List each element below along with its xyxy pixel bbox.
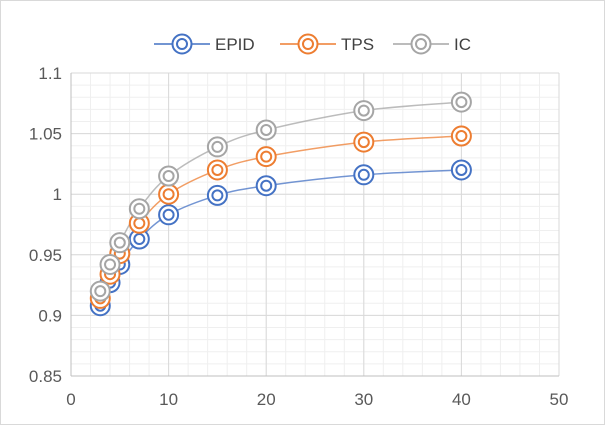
series-line-tps bbox=[99, 135, 462, 299]
data-point-epid bbox=[450, 159, 472, 181]
data-point-epid-inner bbox=[133, 233, 146, 246]
x-tick-label: 30 bbox=[354, 390, 373, 409]
x-tick-label: 20 bbox=[257, 390, 276, 409]
data-point-ic bbox=[99, 253, 121, 275]
data-point-epid bbox=[353, 164, 375, 186]
legend-label-tps: TPS bbox=[341, 35, 374, 54]
data-point-ic-inner bbox=[455, 96, 468, 109]
y-tick-label: 1.1 bbox=[38, 64, 62, 83]
data-point-epid bbox=[128, 228, 150, 250]
data-point-tps-outer bbox=[450, 125, 472, 147]
data-point-ic-outer bbox=[158, 165, 180, 187]
data-point-epid-outer bbox=[255, 175, 277, 197]
data-point-ic bbox=[353, 100, 375, 122]
x-tick-label: 40 bbox=[452, 390, 471, 409]
data-point-ic-outer bbox=[353, 100, 375, 122]
legend-marker-tps bbox=[297, 33, 319, 55]
y-tick-label: 0.85 bbox=[29, 367, 62, 386]
data-point-ic-outer bbox=[450, 91, 472, 113]
x-tick-label: 50 bbox=[550, 390, 569, 409]
data-point-ic bbox=[206, 136, 228, 158]
data-point-ic bbox=[255, 119, 277, 141]
x-tick-label: 10 bbox=[159, 390, 178, 409]
legend-marker-tps-outer bbox=[297, 33, 319, 55]
data-point-ic-outer bbox=[99, 253, 121, 275]
series-line-ic bbox=[99, 101, 462, 292]
data-point-tps-outer bbox=[158, 183, 180, 205]
legend-item-epid: EPID bbox=[154, 33, 255, 55]
data-point-ic-inner bbox=[104, 258, 117, 271]
data-point-ic-inner bbox=[260, 123, 273, 136]
legend-marker-tps-inner bbox=[302, 38, 314, 50]
data-point-tps-outer bbox=[255, 146, 277, 168]
legend-item-tps: TPS bbox=[280, 33, 374, 55]
legend-label-epid: EPID bbox=[215, 35, 255, 54]
legend-marker-ic-outer bbox=[410, 33, 432, 55]
data-point-tps-outer bbox=[353, 131, 375, 153]
data-point-ic-inner bbox=[162, 170, 175, 183]
legend-marker-ic-inner bbox=[415, 38, 427, 50]
legend-item-ic: IC bbox=[393, 33, 471, 55]
legend-marker-epid bbox=[171, 33, 193, 55]
data-point-ic-outer bbox=[255, 119, 277, 141]
data-point-tps-inner bbox=[260, 150, 273, 163]
data-point-ic bbox=[89, 280, 111, 302]
data-point-tps-outer bbox=[206, 159, 228, 181]
data-point-tps-inner bbox=[211, 163, 224, 176]
data-point-ic-inner bbox=[211, 140, 224, 153]
data-point-ic-inner bbox=[113, 236, 126, 249]
data-point-tps bbox=[353, 131, 375, 153]
series-layer bbox=[89, 91, 472, 317]
data-point-ic-inner bbox=[94, 285, 107, 298]
data-point-epid-inner bbox=[455, 163, 468, 176]
data-point-epid bbox=[206, 184, 228, 206]
data-point-tps-inner bbox=[455, 130, 468, 143]
legend-marker-ic bbox=[410, 33, 432, 55]
data-point-epid-outer bbox=[353, 164, 375, 186]
data-point-ic bbox=[109, 232, 131, 254]
data-point-ic bbox=[128, 198, 150, 220]
y-tick-label: 0.9 bbox=[38, 306, 62, 325]
data-point-tps bbox=[206, 159, 228, 181]
data-point-ic-inner bbox=[133, 202, 146, 215]
data-point-epid-outer bbox=[158, 204, 180, 226]
data-point-ic-outer bbox=[89, 280, 111, 302]
legend-marker-epid-inner bbox=[176, 38, 188, 50]
data-point-ic bbox=[450, 91, 472, 113]
data-point-ic-outer bbox=[109, 232, 131, 254]
data-point-epid-inner bbox=[162, 208, 175, 221]
data-point-tps bbox=[158, 183, 180, 205]
data-point-ic-inner bbox=[357, 104, 370, 117]
legend: EPID TPS IC bbox=[154, 33, 471, 55]
legend-label-ic: IC bbox=[454, 35, 471, 54]
y-tick-label: 0.95 bbox=[29, 246, 62, 265]
data-point-ic bbox=[158, 165, 180, 187]
data-point-ic-outer bbox=[206, 136, 228, 158]
legend-marker-epid-outer bbox=[171, 33, 193, 55]
data-point-ic-outer bbox=[128, 198, 150, 220]
data-point-tps bbox=[255, 146, 277, 168]
data-point-epid bbox=[255, 175, 277, 197]
data-point-epid-outer bbox=[450, 159, 472, 181]
x-tick-label: 0 bbox=[66, 390, 75, 409]
data-point-tps-inner bbox=[357, 136, 370, 149]
data-point-tps-inner bbox=[162, 188, 175, 201]
data-point-epid-inner bbox=[357, 168, 370, 181]
y-tick-label: 1 bbox=[53, 185, 62, 204]
data-point-epid-outer bbox=[206, 184, 228, 206]
data-point-epid-inner bbox=[260, 179, 273, 192]
axes: 0 10 20 30 40 50 0.85 0.9 0.95 1 1.05 1.1 bbox=[29, 64, 569, 409]
y-tick-label: 1.05 bbox=[29, 125, 62, 144]
data-point-epid bbox=[158, 204, 180, 226]
data-point-epid-inner bbox=[211, 189, 224, 202]
data-point-tps bbox=[450, 125, 472, 147]
